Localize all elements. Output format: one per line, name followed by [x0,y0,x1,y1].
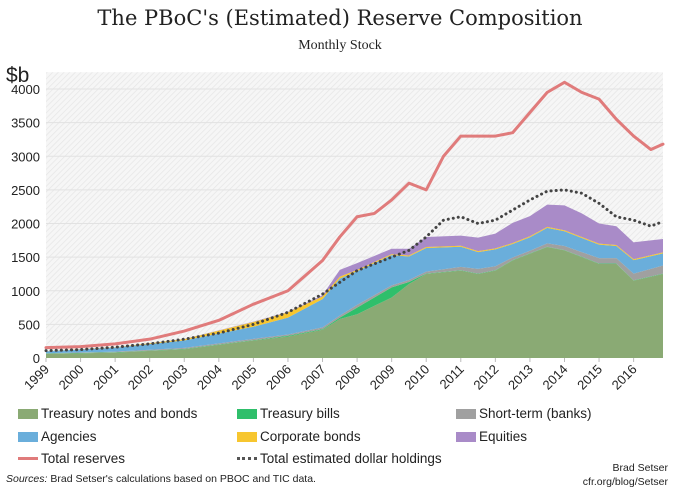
legend-treasury-bills: Treasury bills [237,406,340,421]
legend-label: Short-term (banks) [479,406,592,421]
x-tick-label: 2010 [401,362,432,393]
x-tick-label: 2008 [332,362,363,393]
x-tick-label: 2004 [194,362,225,393]
x-tick-label: 1999 [21,362,52,393]
legend-treasury-notes: Treasury notes and bonds [18,406,197,421]
legend-corporate-bonds: Corporate bonds [237,429,361,444]
y-tick-label: 1000 [11,284,40,299]
x-tick-label: 2000 [56,362,87,393]
y-tick-label: 3000 [11,149,40,164]
site-link: cfr.org/blog/Setser [582,476,668,488]
x-tick-label: 2003 [159,362,190,393]
y-tick-label: 500 [18,317,40,332]
area-equities [46,204,663,352]
x-tick-label: 2013 [505,362,536,393]
y-axis-unit: $b [6,64,30,87]
legend-short-term: Short-term (banks) [456,406,592,421]
x-tick-label: 2009 [367,362,398,393]
legend-agencies: Agencies [18,429,97,444]
author: Brad Setser [612,462,668,474]
legend-label: Corporate bonds [260,429,361,444]
chart-title: The PBoC's (Estimated) Reserve Compositi… [97,6,583,30]
legend-total-reserves: Total reserves [18,451,125,466]
x-tick-label: 2006 [263,362,294,393]
legend-label: Treasury notes and bonds [41,406,198,421]
sources-label: Sources: [6,473,48,485]
y-tick-label: 2500 [11,183,40,198]
area-treasury-notes-and-bonds [46,247,663,358]
x-tick-label: 2005 [228,362,259,393]
credit: Brad Setser cfr.org/blog/Setser [583,461,668,489]
legend-label: Treasury bills [260,406,340,421]
x-tick-label: 2001 [90,362,121,393]
sources-note: Sources: Brad Setser's calculations base… [6,473,316,485]
chart-subtitle: Monthly Stock [298,38,382,53]
y-tick-label: 3500 [11,116,40,131]
x-tick-label: 2007 [298,362,329,393]
x-tick-label: 2002 [125,362,156,393]
line-total-reserves [44,80,665,350]
y-tick-label: 0 [33,351,40,366]
y-tick-label: 2000 [11,217,40,232]
legend-label: Total reserves [41,451,126,466]
legend-label: Total estimated dollar holdings [260,451,442,466]
line-total-estimated-dollar-holdings [44,188,665,353]
y-tick-label: 1500 [11,250,40,265]
legend-label: Agencies [41,429,97,444]
x-tick-label: 2014 [540,362,571,393]
y-tick-label: 4000 [11,82,40,97]
area-agencies [46,227,663,354]
legend-label: Equities [479,429,528,444]
legend-dollar-holdings: Total estimated dollar holdings [237,451,442,466]
x-tick-label: 2015 [574,362,605,393]
x-tick-label: 2012 [470,362,501,393]
x-tick-label: 2016 [609,362,640,393]
sources-text: Brad Setser's calculations based on PBOC… [47,473,316,485]
legend-equities: Equities [456,429,527,444]
x-tick-label: 2011 [437,362,467,392]
